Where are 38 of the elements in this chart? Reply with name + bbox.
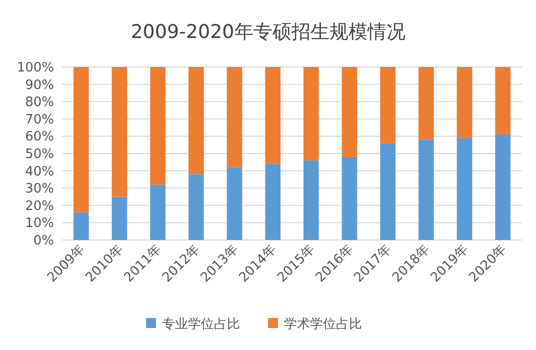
bar — [188, 67, 204, 174]
bar — [265, 164, 280, 240]
bar — [150, 67, 166, 185]
y-tick-label: 100% — [16, 60, 54, 76]
bar — [342, 67, 358, 157]
bar — [418, 140, 434, 240]
y-tick-label: 60% — [25, 130, 54, 145]
y-tick-label: 70% — [25, 112, 54, 128]
bar — [226, 167, 242, 240]
bar — [495, 134, 510, 240]
bar — [226, 67, 242, 168]
legend-label: 专业学位占比 — [162, 317, 240, 332]
legend-label: 学术学位占比 — [284, 317, 362, 332]
y-tick-label: 40% — [25, 164, 54, 180]
bar — [456, 138, 472, 240]
bar — [342, 156, 358, 240]
y-tick-label: 30% — [25, 182, 54, 197]
bar — [418, 67, 434, 140]
y-tick-label: 80% — [25, 95, 54, 110]
y-tick-label: 90% — [25, 78, 54, 93]
bar — [456, 67, 472, 138]
bar — [74, 212, 89, 240]
bar — [380, 67, 396, 144]
bar — [304, 67, 319, 160]
bar — [150, 184, 166, 240]
bar — [265, 67, 280, 164]
bar — [112, 196, 128, 240]
chart-title: 2009-2020年专硕招生规模情况 — [130, 21, 406, 43]
bar — [380, 143, 396, 240]
y-tick-label: 10% — [25, 216, 54, 232]
bar — [188, 174, 204, 240]
y-tick-label: 0% — [33, 234, 54, 248]
y-tick-label: 50% — [25, 147, 54, 162]
y-tick-label: 20% — [25, 198, 54, 214]
bar — [304, 160, 319, 240]
bar — [112, 67, 128, 197]
bar — [495, 67, 510, 134]
bar — [74, 67, 89, 212]
